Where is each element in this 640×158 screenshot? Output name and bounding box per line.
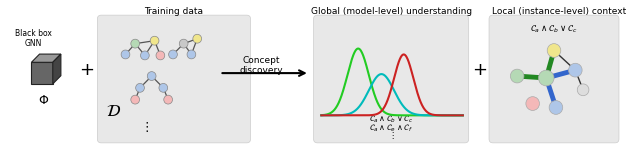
Circle shape: [526, 97, 540, 110]
Circle shape: [141, 51, 149, 60]
Text: $\mathcal{D}$: $\mathcal{D}$: [106, 102, 122, 120]
FancyBboxPatch shape: [489, 15, 619, 143]
Circle shape: [568, 63, 582, 77]
FancyBboxPatch shape: [97, 15, 250, 143]
Text: +: +: [472, 61, 487, 79]
Text: Training data: Training data: [145, 7, 204, 16]
Circle shape: [164, 95, 173, 104]
Circle shape: [168, 50, 177, 59]
Text: discovery: discovery: [239, 66, 283, 75]
Text: +: +: [79, 61, 94, 79]
Circle shape: [147, 72, 156, 80]
Text: $\Phi$: $\Phi$: [38, 94, 50, 107]
Circle shape: [510, 69, 524, 83]
Circle shape: [549, 101, 563, 114]
FancyBboxPatch shape: [314, 15, 468, 143]
Text: $\vdots$: $\vdots$: [140, 120, 149, 134]
Text: $\mathcal{C}_a \wedge \mathcal{C}_e \wedge \mathcal{C}_f$: $\mathcal{C}_a \wedge \mathcal{C}_e \wed…: [369, 122, 413, 134]
Polygon shape: [31, 54, 61, 62]
Circle shape: [156, 51, 164, 60]
Circle shape: [187, 50, 196, 59]
Circle shape: [179, 39, 188, 48]
Text: $\vdots$: $\vdots$: [388, 131, 394, 141]
Circle shape: [159, 83, 168, 92]
Text: $\mathcal{C}_a \wedge \mathcal{C}_b \vee \mathcal{C}_c$: $\mathcal{C}_a \wedge \mathcal{C}_b \vee…: [369, 114, 413, 125]
Text: Global (model-level) understanding: Global (model-level) understanding: [310, 7, 472, 16]
Text: Local (instance-level) context: Local (instance-level) context: [492, 7, 626, 16]
Polygon shape: [52, 54, 61, 84]
Circle shape: [150, 36, 159, 45]
Circle shape: [193, 34, 202, 43]
Text: $\mathcal{C}_a \wedge \mathcal{C}_b \vee \mathcal{C}_c$: $\mathcal{C}_a \wedge \mathcal{C}_b \vee…: [530, 23, 578, 34]
Circle shape: [547, 44, 561, 57]
Circle shape: [131, 95, 140, 104]
Polygon shape: [31, 62, 52, 84]
Circle shape: [131, 39, 140, 48]
Circle shape: [121, 50, 130, 59]
Circle shape: [136, 83, 145, 92]
Circle shape: [577, 84, 589, 96]
Text: Concept: Concept: [243, 56, 280, 65]
Text: Black box
GNN: Black box GNN: [15, 29, 52, 48]
Circle shape: [538, 70, 554, 86]
